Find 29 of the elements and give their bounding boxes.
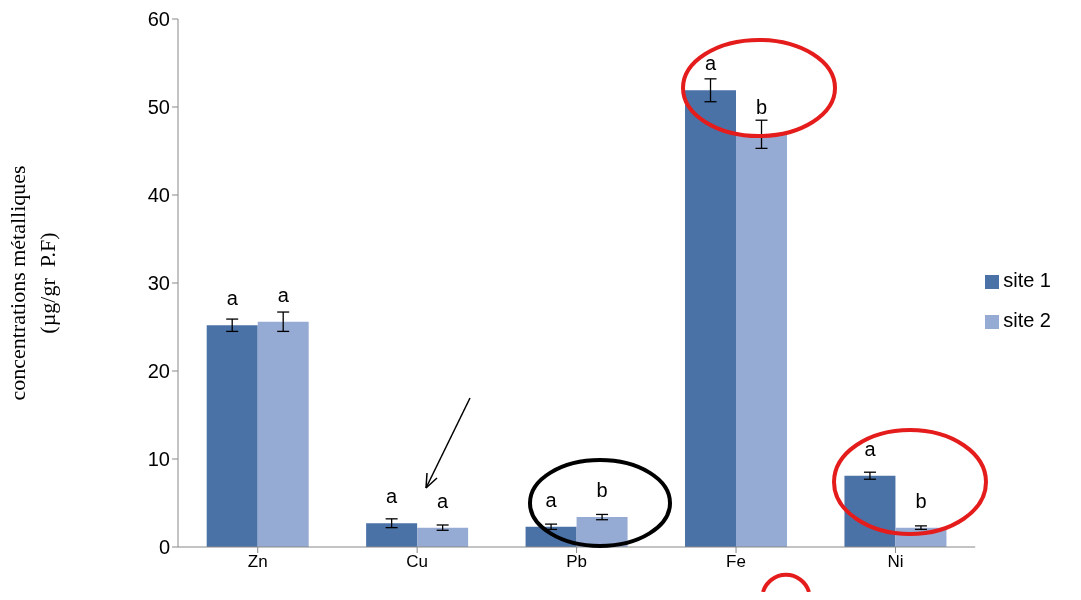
y-axis-title: concentrations métalliques (µg/gr P.F) — [5, 165, 60, 401]
data-label: a — [704, 52, 717, 75]
y-tick-label: 60 — [147, 8, 170, 31]
data-label: a — [864, 437, 877, 460]
x-tick-label: Fe — [726, 552, 746, 572]
y-tick-label: 20 — [147, 360, 170, 383]
data-label: b — [915, 489, 927, 512]
y-tick-label: 50 — [147, 96, 170, 119]
data-label: a — [386, 485, 399, 508]
legend-label: site 1 — [1003, 269, 1051, 291]
data-label: b — [755, 96, 768, 119]
bar — [206, 325, 258, 547]
x-tick-label: Ni — [887, 552, 904, 572]
bar — [417, 527, 469, 547]
data-label: a — [277, 283, 290, 306]
legend-label: site 2 — [1003, 309, 1051, 331]
y-tick-label: 10 — [147, 448, 170, 471]
bar — [366, 523, 418, 547]
data-label: a — [226, 287, 239, 310]
y-tick-label: 30 — [147, 272, 170, 295]
data-label: a — [437, 489, 450, 512]
x-tick-label: Cu — [406, 552, 429, 572]
data-label: a — [545, 488, 558, 511]
x-tick-label: Zn — [247, 552, 268, 572]
data-label: b — [596, 479, 608, 502]
bar — [257, 321, 309, 547]
y-tick-label: 40 — [147, 184, 170, 207]
x-tick-label: Pb — [566, 552, 587, 572]
y-tick-label: 0 — [158, 536, 170, 559]
